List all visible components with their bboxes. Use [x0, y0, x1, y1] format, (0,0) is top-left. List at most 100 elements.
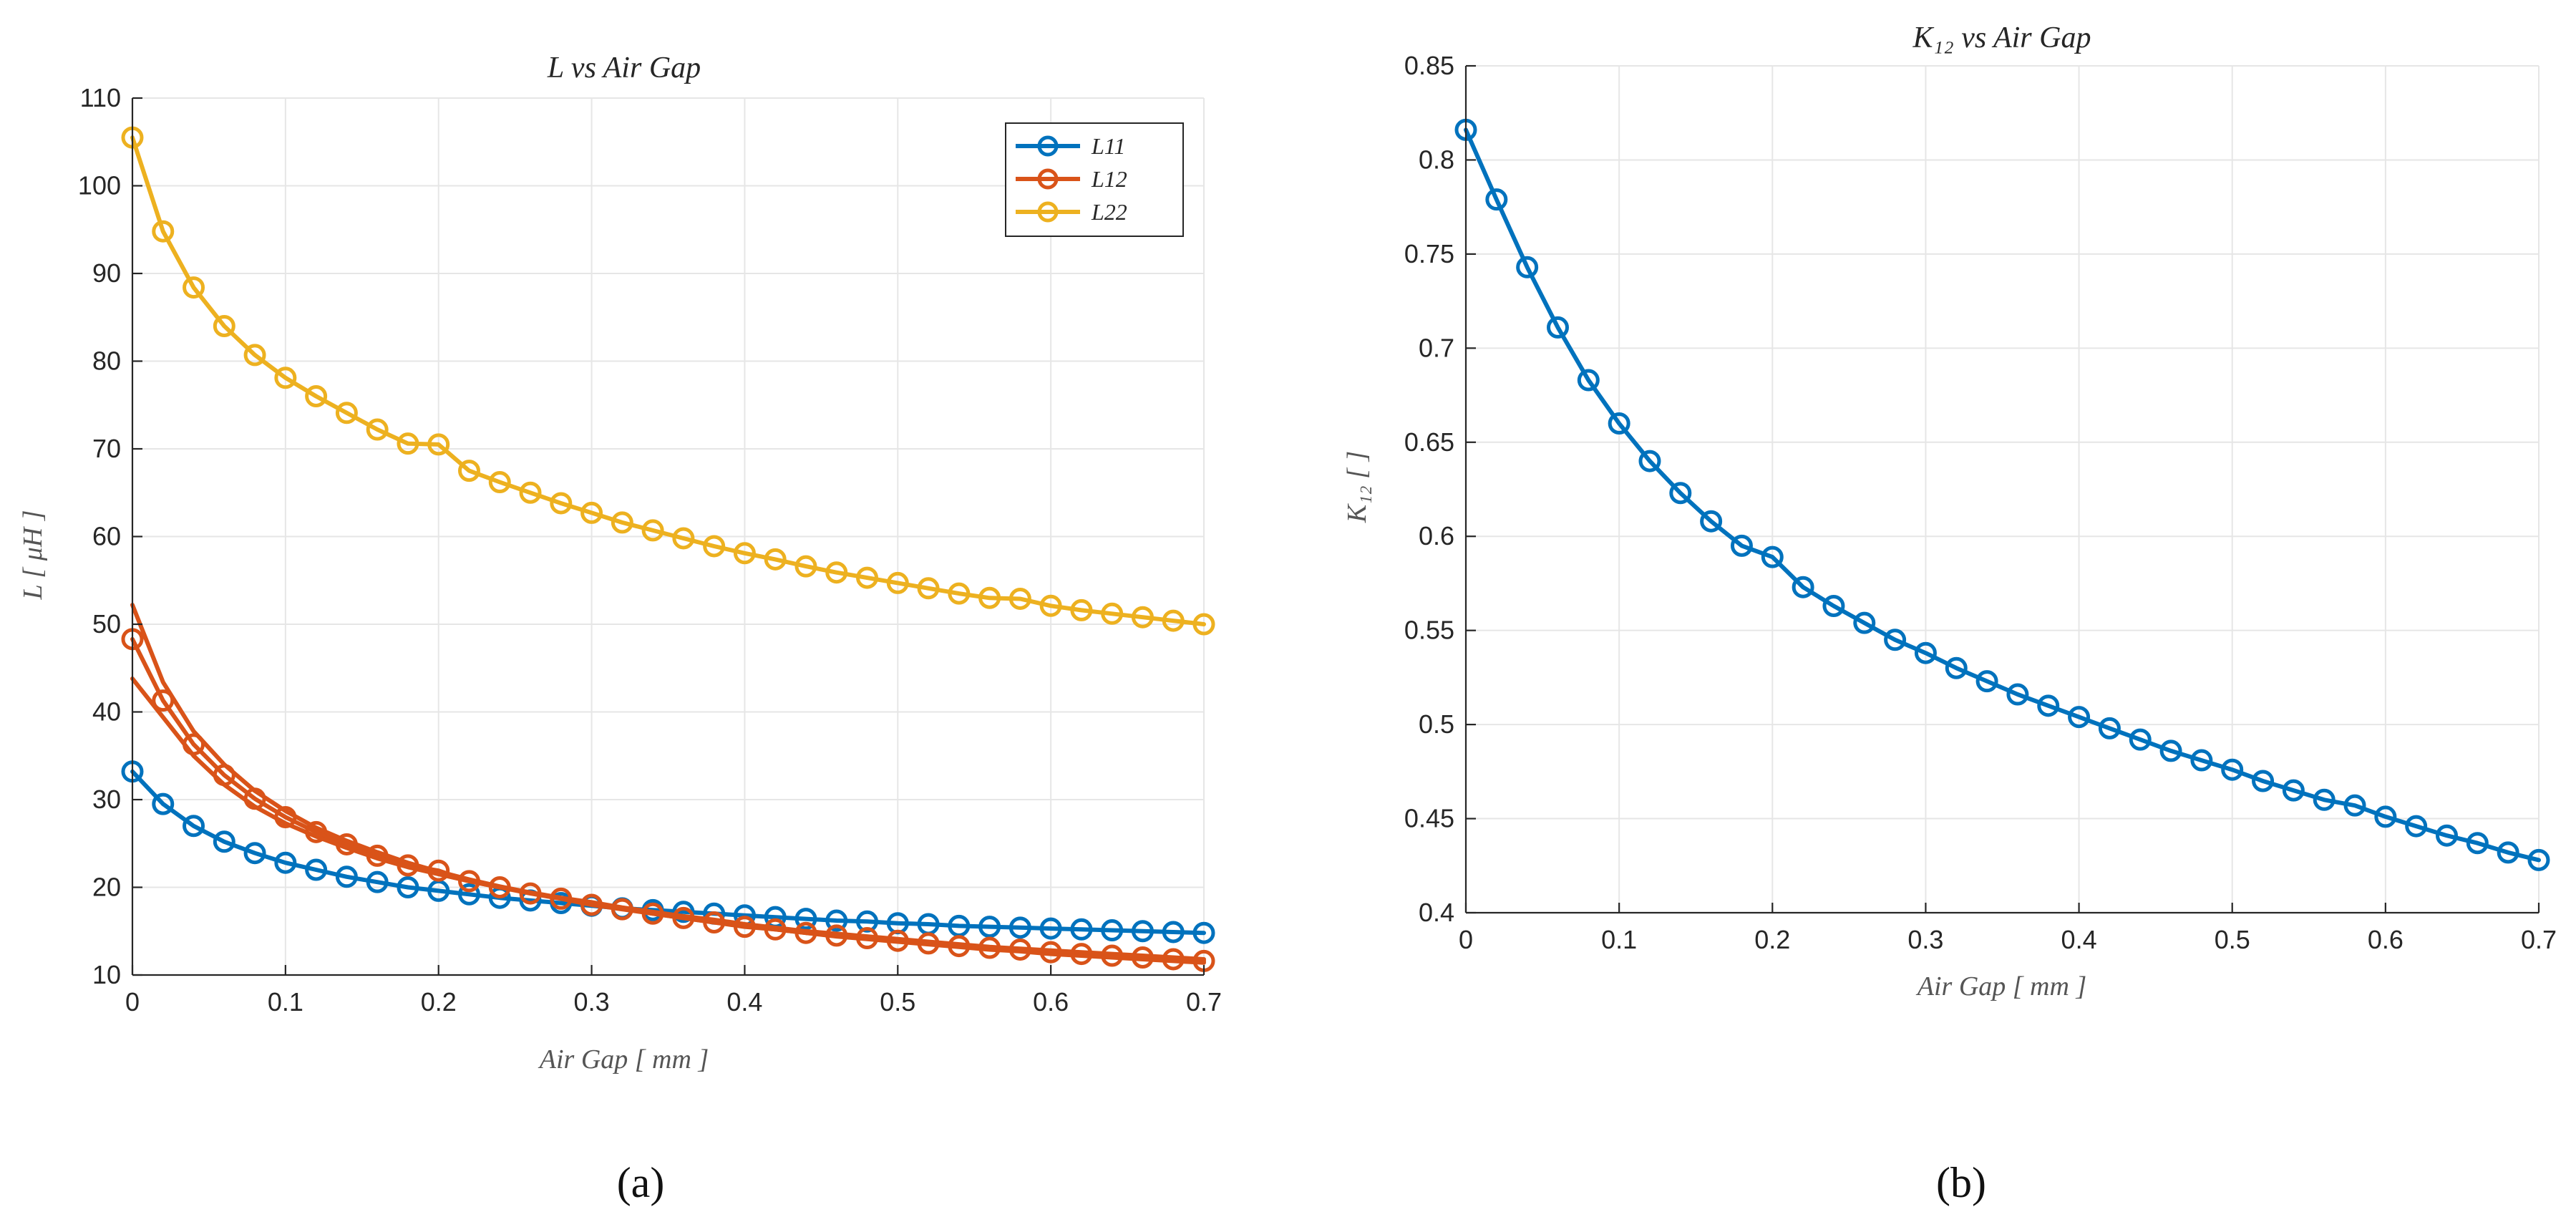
- chart-b-y-tick-label: 0.45: [1404, 804, 1454, 833]
- data-point-l11: [1131, 920, 1154, 943]
- data-point-k12: [2466, 832, 2489, 855]
- data-point-l11: [1101, 919, 1124, 942]
- data-point-l11: [457, 883, 480, 906]
- data-point-k12: [1730, 534, 1753, 557]
- chart-a-y-tick-label: 20: [92, 873, 121, 902]
- chart-a-y-tick-label: 60: [92, 522, 121, 551]
- data-point-l22: [1162, 609, 1185, 632]
- chart-b-y-tick-label: 0.5: [1419, 709, 1454, 739]
- data-point-l11: [825, 909, 848, 932]
- data-point-l11: [366, 870, 389, 893]
- data-point-l22: [580, 501, 603, 524]
- chart-a-x-axis-label: Air Gap [ mm ]: [538, 1044, 709, 1075]
- data-point-l22: [978, 586, 1001, 609]
- legend-label-l11: L11: [1091, 133, 1125, 159]
- data-point-k12: [1853, 611, 1876, 634]
- data-point-l22: [1131, 606, 1154, 629]
- chart-b-x-tick-label: 0.4: [2061, 925, 2097, 954]
- data-point-l22: [1008, 587, 1031, 610]
- data-point-l11: [1039, 917, 1062, 940]
- panel-label-b: (b): [1936, 1159, 1986, 1206]
- data-point-k12: [1608, 412, 1630, 435]
- data-point-l22: [641, 519, 664, 542]
- data-point-l22: [274, 367, 297, 389]
- chart-a-x-tick-label: 0.1: [268, 987, 303, 1017]
- data-point-l22: [825, 561, 848, 584]
- data-point-l22: [183, 276, 205, 299]
- data-point-l22: [886, 571, 909, 594]
- legend-label-l12: L12: [1091, 166, 1127, 192]
- chart-b-x-tick-label: 0.1: [1601, 925, 1637, 954]
- data-point-l22: [457, 460, 480, 482]
- chart-b-x-tick-label: 0: [1459, 925, 1473, 954]
- chart-b-x-tick-label: 0.5: [2215, 925, 2250, 954]
- data-point-l22: [213, 315, 235, 337]
- data-point-k12: [1516, 256, 1539, 278]
- data-point-k12: [1700, 510, 1723, 533]
- chart-b: 0 0.1 0.2 0.3 0.4 0.5 0.6 0.7 0.4 0.45 0.5 0.55 0.6 0…: [1342, 21, 2557, 1206]
- chart-b-x-tick-label: 0.2: [1754, 925, 1790, 954]
- data-point-k12: [1975, 670, 1998, 693]
- data-point-k12: [1638, 450, 1661, 472]
- chart-a-y-tick-label: 30: [92, 785, 121, 814]
- data-point-l11: [305, 858, 328, 881]
- data-point-k12: [1792, 576, 1814, 598]
- chart-a-x-tick-label: 0: [125, 987, 140, 1017]
- data-point-l22: [703, 535, 726, 558]
- chart-b-y-tick-label: 0.4: [1419, 898, 1454, 927]
- chart-a-y-tick-label: 10: [92, 960, 121, 989]
- chart-a-axes: 0 0.1 0.2 0.3 0.4 0.5 0.6 0.7 10 20 30 40 50 60 70 80 90…: [78, 83, 1222, 1017]
- data-point-l11: [1008, 916, 1031, 939]
- data-point-l22: [243, 344, 266, 367]
- chart-a-x-tick-label: 0.6: [1033, 987, 1069, 1017]
- data-point-k12: [2436, 824, 2459, 847]
- data-point-k12: [2190, 749, 2213, 772]
- chart-a-y-tick-label: 110: [80, 83, 121, 112]
- panel-label-a: (a): [617, 1159, 665, 1206]
- data-point-l11: [1192, 921, 1215, 944]
- data-point-l11: [397, 876, 419, 898]
- data-point-k12: [2252, 770, 2275, 792]
- data-point-l22: [335, 402, 358, 425]
- data-point-k12: [2221, 758, 2244, 781]
- data-point-l22: [519, 481, 542, 504]
- chart-b-x-tick-label: 0.3: [1907, 925, 1943, 954]
- data-point-k12: [2006, 683, 2029, 706]
- data-point-l22: [366, 418, 389, 441]
- chart-b-x-tick-label: 0.6: [2368, 925, 2404, 954]
- chart-a-x-tick-label: 0.4: [726, 987, 762, 1017]
- data-point-l22: [305, 385, 328, 407]
- chart-b-y-axis-label: K₁₂ [ ]: [1342, 451, 1372, 523]
- chart-b-axes: 0 0.1 0.2 0.3 0.4 0.5 0.6 0.7 0.4 0.45 0.5 0.55 0.6 0…: [1404, 51, 2557, 954]
- data-point-k12: [2313, 788, 2336, 811]
- data-point-l22: [1070, 598, 1093, 621]
- data-point-k12: [2037, 694, 2060, 717]
- chart-b-y-tick-label: 0.55: [1404, 616, 1454, 645]
- chart-a-x-tick-label: 0.5: [880, 987, 915, 1017]
- data-point-l22: [1039, 594, 1062, 617]
- series-line-l22: [130, 135, 1206, 626]
- data-point-k12: [1485, 188, 1508, 211]
- chart-a-y-tick-label: 100: [78, 171, 121, 200]
- chart-a-series: [121, 126, 1215, 972]
- data-point-l11: [335, 865, 358, 888]
- data-point-k12: [2282, 779, 2305, 802]
- data-point-k12: [2527, 848, 2550, 871]
- data-point-l11: [856, 910, 879, 933]
- chart-a-title: L vs Air Gap: [547, 52, 701, 84]
- data-point-l22: [856, 566, 879, 589]
- data-point-l22: [948, 582, 971, 605]
- data-point-l11: [1162, 921, 1185, 944]
- data-point-k12: [2405, 815, 2428, 838]
- data-point-k12: [2159, 739, 2182, 762]
- chart-b-title: K₁₂ vs Air Gap: [1912, 21, 2091, 54]
- data-point-k12: [2497, 841, 2519, 864]
- chart-a-y-tick-label: 80: [92, 346, 121, 376]
- data-point-k12: [1884, 629, 1907, 651]
- legend-label-l22: L22: [1091, 199, 1127, 225]
- data-point-l11: [1070, 918, 1093, 941]
- chart-b-x-axis-label: Air Gap [ mm ]: [1915, 971, 2086, 1001]
- chart-a-x-tick-label: 0.2: [421, 987, 457, 1017]
- data-point-l22: [427, 433, 450, 456]
